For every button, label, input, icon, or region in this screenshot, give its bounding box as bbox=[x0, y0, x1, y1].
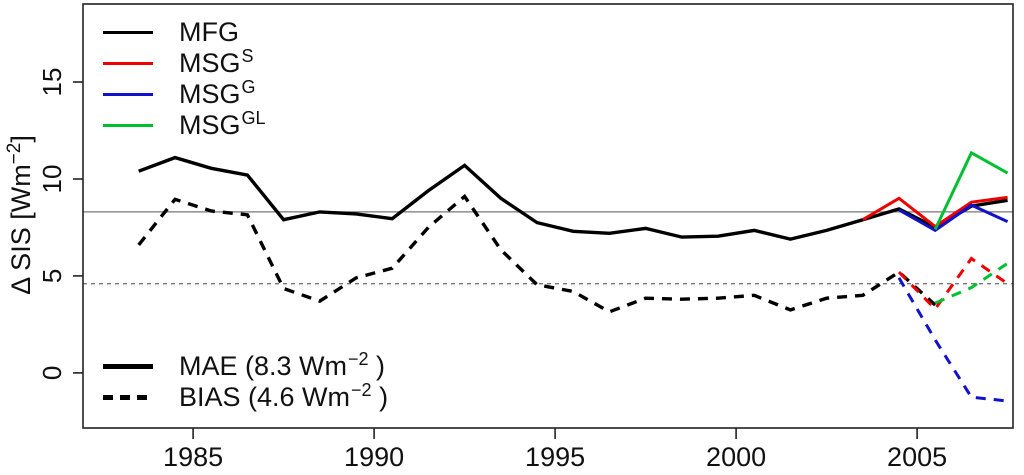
legend-line-sample-msg-s bbox=[103, 62, 153, 65]
x-tick-label: 2000 bbox=[706, 442, 766, 472]
x-tick-label: 1990 bbox=[344, 442, 404, 472]
x-tick-label: 1985 bbox=[163, 442, 223, 472]
legend-label-msg-s: MSGS bbox=[179, 46, 254, 78]
series-mfg-mae bbox=[138, 155, 1008, 241]
series-msg-gl-bias bbox=[934, 262, 1009, 305]
legend-line-sample-mfg bbox=[103, 31, 153, 34]
legend-label-mae: MAE (8.3 Wm−2 ) bbox=[179, 349, 386, 381]
legend-item-msg-g: MSGG bbox=[103, 77, 266, 110]
series-legend: MFG MSGS MSGG MSGGL bbox=[103, 17, 266, 141]
y-tick-label: 15 bbox=[37, 68, 67, 97]
legend-label-msg-gl: MSGGL bbox=[179, 108, 266, 140]
series-msg-g-mae bbox=[898, 203, 1009, 233]
legend-item-mfg: MFG bbox=[103, 17, 266, 48]
series-msg-gl-mae bbox=[933, 150, 1009, 231]
legend-item-mae: MAE (8.3 Wm−2 ) bbox=[103, 349, 388, 382]
x-tick-label: 2005 bbox=[887, 442, 947, 472]
legend-label-msg-g: MSGG bbox=[179, 77, 256, 109]
series-mfg-bias bbox=[137, 193, 937, 314]
legend-label-mfg: MFG bbox=[179, 17, 239, 47]
legend-label-bias: BIAS (4.6 Wm−2 ) bbox=[179, 380, 389, 412]
legend-line-sample-msg-g bbox=[103, 93, 153, 96]
legend-line-sample-msg-gl bbox=[103, 124, 153, 127]
y-axis-label: Δ SIS [Wm−2] bbox=[4, 135, 36, 295]
stats-legend: MAE (8.3 Wm−2 ) BIAS (4.6 Wm−2 ) bbox=[103, 349, 389, 413]
legend-item-msg-gl: MSGGL bbox=[103, 108, 266, 141]
series-msg-s-bias bbox=[897, 256, 1009, 312]
legend-line-sample-bias bbox=[103, 395, 153, 400]
legend-item-bias: BIAS (4.6 Wm−2 ) bbox=[103, 380, 389, 413]
y-tick-label: 10 bbox=[37, 165, 67, 194]
legend-line-sample-mae bbox=[103, 364, 153, 369]
legend-item-msg-s: MSGS bbox=[103, 46, 266, 79]
y-tick-label: 5 bbox=[37, 269, 67, 283]
y-tick-label: 0 bbox=[37, 366, 67, 380]
plot-border bbox=[82, 3, 1014, 429]
x-tick-label: 1995 bbox=[525, 442, 585, 472]
